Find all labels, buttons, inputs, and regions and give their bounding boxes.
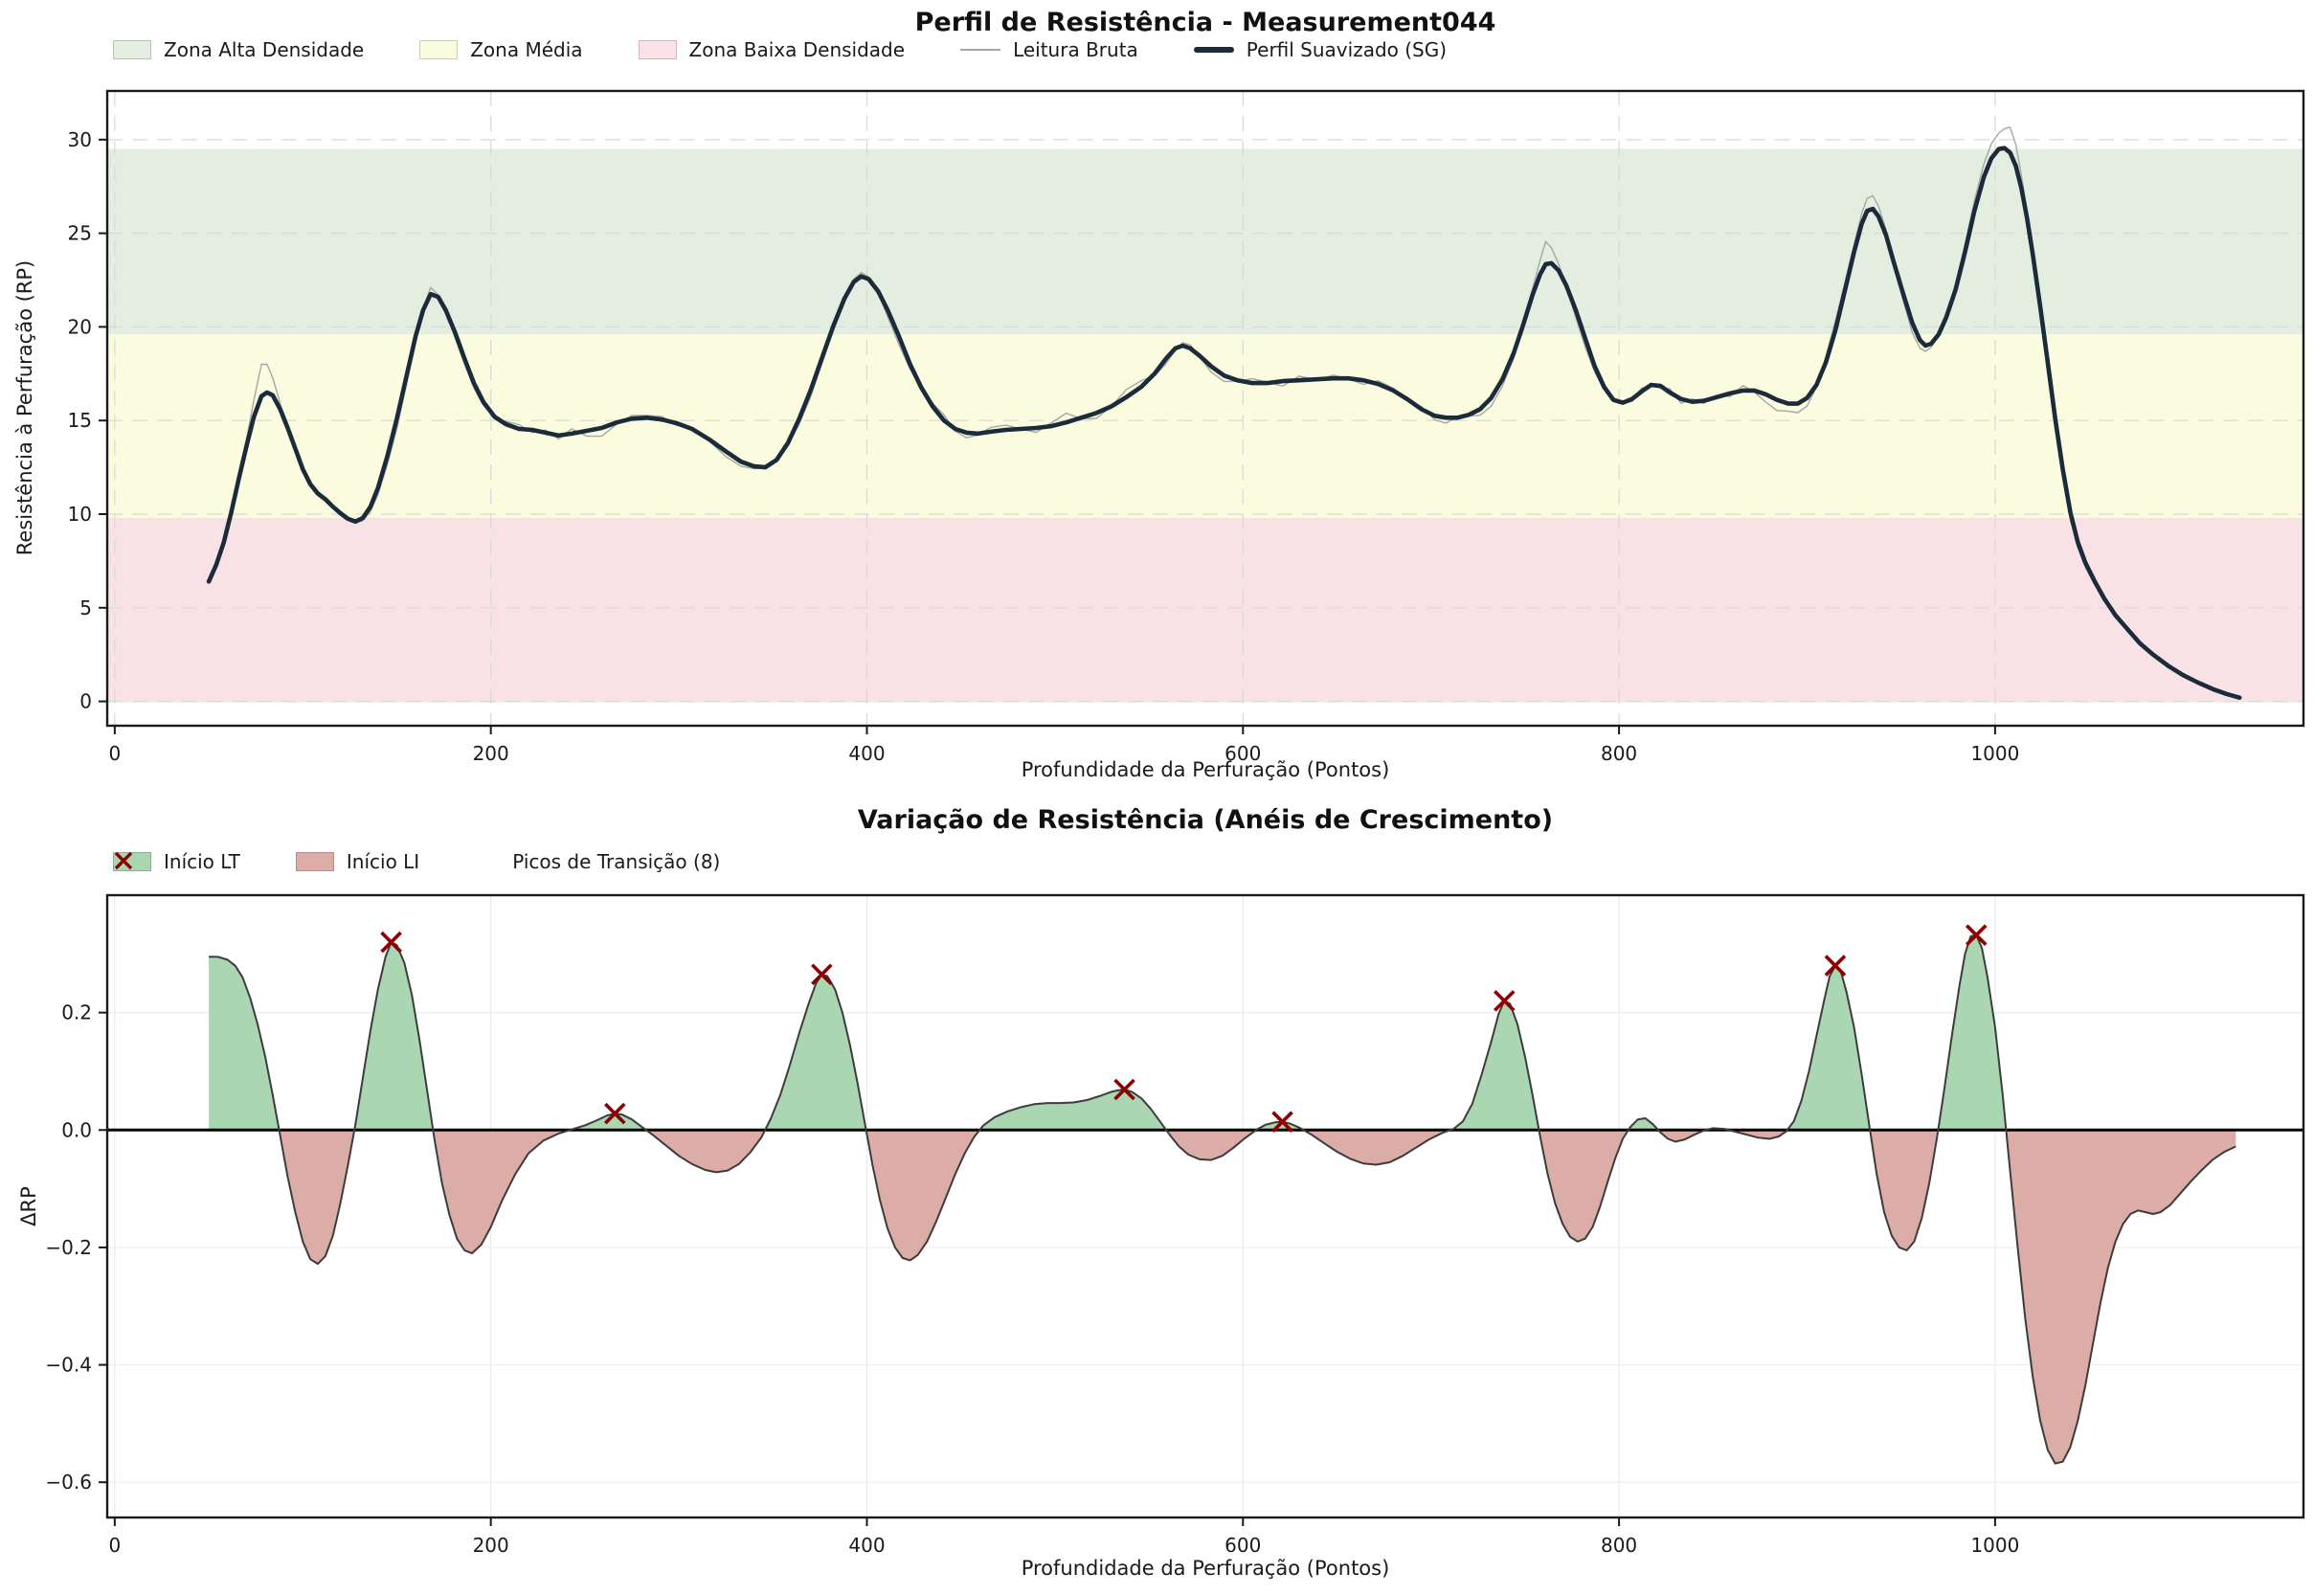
zone-medium-swatch	[419, 40, 459, 59]
plot-frame	[105, 89, 2305, 728]
zone-low-density-swatch	[638, 40, 677, 59]
svg-text:600: 600	[1224, 1534, 1261, 1557]
transition-peaks	[380, 924, 1988, 1133]
delta-area-negative	[865, 1130, 980, 1261]
transition-peak-marker	[1494, 990, 1516, 1012]
legend-item-inicio-li: Início LI	[295, 850, 420, 873]
zone-band-0	[107, 148, 2303, 335]
svg-text:400: 400	[848, 742, 885, 765]
svg-text:200: 200	[473, 1534, 509, 1557]
bottom-chart-title: Variação de Resistência (Anéis de Cresci…	[857, 805, 1554, 835]
legend-label: Zona Baixa Densidade	[688, 38, 906, 61]
top-chart-title: Perfil de Resistência - Measurement044	[914, 8, 1496, 37]
bottom-y-axis-label: ΔRP	[17, 1186, 40, 1226]
grid-layer	[107, 91, 2303, 726]
svg-text:200: 200	[473, 742, 509, 765]
x-axis-ticks: 0 200 400 600 800 1000	[108, 1517, 2019, 1557]
svg-text:10: 10	[68, 503, 92, 526]
svg-text:−0.6: −0.6	[45, 1471, 92, 1494]
negative-fill-swatch	[295, 852, 334, 871]
delta-line	[209, 933, 2236, 1465]
svg-text:800: 800	[1601, 1534, 1637, 1557]
svg-text:0: 0	[108, 1534, 121, 1557]
delta-area-positive	[765, 974, 866, 1131]
svg-text:15: 15	[68, 409, 92, 432]
delta-area-negative	[433, 1130, 571, 1254]
transition-peak-marker	[1271, 1111, 1293, 1133]
svg-text:25: 25	[68, 222, 92, 245]
transition-peak-marker	[1113, 1078, 1135, 1101]
legend-label: Perfil Suavizado (SG)	[1246, 38, 1448, 61]
delta-area-positive	[209, 956, 280, 1131]
bottom-legend: Início LT Início LI Picos de Transição (…	[113, 850, 720, 873]
smoothed-line	[206, 146, 2242, 700]
svg-text:1000: 1000	[1970, 742, 2019, 765]
delta-area-positive	[1938, 934, 2007, 1131]
legend-item-zona-media: Zona Média	[419, 38, 583, 61]
delta-area-negative	[1728, 1130, 1787, 1139]
legend-item-picos-transicao: Picos de Transição (8)	[114, 850, 721, 873]
transition-peak-marker	[1965, 924, 1988, 946]
top-y-axis-label: Resistência à Perfuração (RP)	[13, 259, 36, 556]
svg-text:0: 0	[79, 690, 92, 713]
legend-label: Picos de Transição (8)	[512, 850, 721, 873]
transition-peak-marker	[380, 931, 402, 954]
raw-line-swatch	[960, 49, 1001, 51]
svg-text:30: 30	[68, 128, 92, 151]
delta-area-negative	[1303, 1130, 1450, 1165]
delta-area-negative	[279, 1130, 355, 1265]
y-axis-ticks: 0.2 0.0 −0.2 −0.4 −0.6	[45, 1001, 107, 1494]
delta-area-negative	[2006, 1130, 2236, 1464]
svg-text:400: 400	[848, 1534, 885, 1557]
bottom-x-axis-label: Profundidade da Perfuração (Pontos)	[1021, 1557, 1390, 1580]
legend-label: Zona Média	[470, 38, 583, 61]
svg-text:−0.4: −0.4	[45, 1354, 92, 1377]
zones-layer	[107, 148, 2303, 703]
svg-text:20: 20	[68, 315, 92, 338]
legend-item-inicio-lt: Início LT	[113, 850, 240, 873]
y-axis-ticks: 0 5 10 15 20 25 30	[68, 128, 107, 713]
svg-text:800: 800	[1601, 742, 1637, 765]
zone-high-density-swatch	[113, 40, 151, 59]
bottom-chart: 0 200 400 600 800 1000 0.2 0.0 −0.2 −0.4 −0.6	[45, 893, 2305, 1557]
svg-text:5: 5	[79, 596, 92, 619]
svg-text:1000: 1000	[1970, 1534, 2019, 1557]
top-x-axis-label: Profundidade da Perfuração (Pontos)	[1021, 758, 1390, 781]
legend-item-zona-alta: Zona Alta Densidade	[113, 38, 364, 61]
legend-label: Início LT	[164, 850, 240, 873]
legend-item-leitura-bruta: Leitura Bruta	[960, 38, 1138, 61]
x-marker-icon	[114, 851, 500, 872]
transition-peak-marker	[1824, 955, 1847, 977]
top-chart: 0 200 400 600 800 1000 0 5 10 15 20 25 30	[68, 89, 2305, 765]
svg-text:0.0: 0.0	[61, 1118, 92, 1141]
legend-label: Leitura Bruta	[1013, 38, 1138, 61]
legend-item-zona-baixa: Zona Baixa Densidade	[638, 38, 906, 61]
x-axis-ticks: 0 200 400 600 800 1000	[108, 726, 2019, 765]
transition-peak-marker	[811, 963, 833, 986]
legend-item-perfil-suavizado: Perfil Suavizado (SG)	[1193, 38, 1448, 61]
svg-text:600: 600	[1224, 742, 1261, 765]
zone-band-2	[107, 517, 2303, 703]
legend-label: Zona Alta Densidade	[164, 38, 365, 61]
delta-area-positive	[1628, 1118, 1659, 1131]
delta-area-negative	[1539, 1130, 1629, 1242]
delta-area-negative	[1166, 1130, 1256, 1160]
top-legend: Zona Alta Densidade Zona Média Zona Baix…	[113, 38, 1447, 61]
positive-fill-swatch	[113, 852, 151, 871]
svg-text:−0.2: −0.2	[45, 1236, 92, 1259]
delta-area-positive	[979, 1090, 1167, 1131]
delta-area-positive	[354, 942, 434, 1131]
delta-area-negative	[645, 1130, 766, 1173]
smoothed-line-swatch	[1193, 47, 1234, 53]
plot-frame	[105, 893, 2305, 1519]
delta-area-positive	[1449, 1000, 1539, 1131]
svg-text:0: 0	[108, 742, 121, 765]
transition-peak-marker	[604, 1102, 626, 1125]
legend-label: Início LI	[346, 850, 420, 873]
svg-text:0.2: 0.2	[61, 1001, 92, 1024]
